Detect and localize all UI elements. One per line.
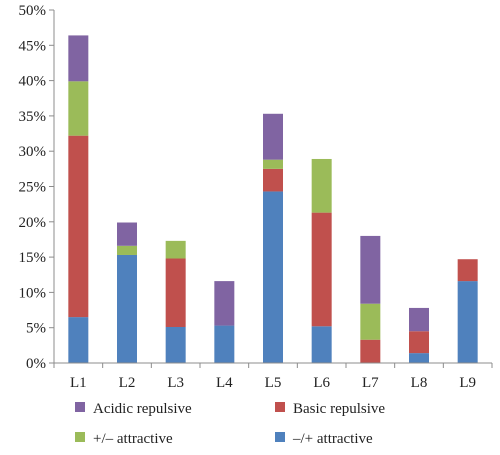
x-tick-label: L5 — [265, 375, 282, 391]
bar-segment-L6-3 — [311, 158, 332, 213]
bar-segment-L5-3 — [263, 159, 283, 169]
bar-segment-L7-2 — [360, 339, 381, 363]
bar-segment-L1-4 — [68, 35, 89, 82]
bar-segment-L3-2 — [165, 258, 186, 327]
legend-label: –/+ attractive — [292, 431, 373, 447]
x-tick-label: L7 — [362, 375, 379, 391]
bar-segment-L4-1 — [214, 325, 235, 363]
bar-segment-L1-2 — [68, 135, 89, 318]
x-tick-label: L2 — [119, 375, 136, 391]
x-tick-label: L3 — [167, 375, 184, 391]
y-tick-label: 35% — [19, 109, 47, 125]
y-tick-label: 0% — [26, 356, 46, 372]
y-tick-label: 5% — [26, 321, 46, 337]
bar-segment-L8-2 — [409, 331, 429, 354]
y-tick-label: 50% — [19, 3, 47, 19]
bar-segment-L6-1 — [311, 326, 332, 363]
legend-label: +/– attractive — [93, 431, 173, 447]
bar-stacks — [68, 35, 478, 363]
x-tick-label: L9 — [459, 375, 476, 391]
legend-label: Acidic repulsive — [93, 401, 192, 417]
bar-segment-L3-3 — [165, 240, 186, 259]
bar-segment-L9-2 — [457, 259, 478, 282]
x-axis-ticks: L1 L2 L3 L4 L5 L6 L7 L8 L9 — [53, 363, 493, 391]
bar-segment-L3-1 — [165, 326, 186, 363]
y-tick-label: 40% — [19, 74, 47, 90]
legend: Acidic repulsive Basic repulsive +/– attra… — [75, 401, 385, 447]
bar-segment-L1-3 — [68, 81, 89, 136]
x-tick-label: L4 — [216, 375, 233, 391]
legend-swatch — [75, 402, 85, 412]
bar-segment-L9-1 — [457, 281, 478, 363]
bar-segment-L5-2 — [263, 168, 283, 192]
legend-swatch — [75, 432, 85, 442]
bar-segment-L5-1 — [263, 191, 283, 363]
x-tick-label: L1 — [70, 375, 87, 391]
bar-segment-L7-4 — [360, 235, 381, 304]
bar-segment-L4-4 — [214, 281, 235, 326]
bar-segment-L1-1 — [68, 317, 89, 363]
bar-segment-L5-4 — [263, 113, 283, 160]
y-tick-label: 25% — [19, 180, 47, 196]
y-axis-ticks: 0% 5% 10% 15% 20% 25% 30% 35% 40% 45% 50% — [19, 3, 54, 372]
legend-swatch — [275, 402, 285, 412]
bar-segment-L8-4 — [409, 307, 429, 332]
x-tick-label: L6 — [313, 375, 330, 391]
y-tick-label: 20% — [19, 215, 47, 231]
legend-swatch — [275, 432, 285, 442]
x-tick-label: L8 — [411, 375, 428, 391]
y-tick-label: 10% — [19, 285, 47, 301]
y-tick-label: 30% — [19, 144, 47, 160]
bar-segment-L2-1 — [117, 254, 137, 363]
bar-segment-L2-4 — [117, 222, 137, 246]
bar-segment-L7-3 — [360, 303, 381, 340]
y-tick-label: 45% — [19, 38, 47, 54]
bar-segment-L8-1 — [409, 353, 429, 363]
legend-label: Basic repulsive — [293, 401, 385, 417]
y-tick-label: 15% — [19, 250, 47, 266]
bar-segment-L2-3 — [117, 245, 137, 255]
bar-segment-L6-2 — [311, 212, 332, 327]
